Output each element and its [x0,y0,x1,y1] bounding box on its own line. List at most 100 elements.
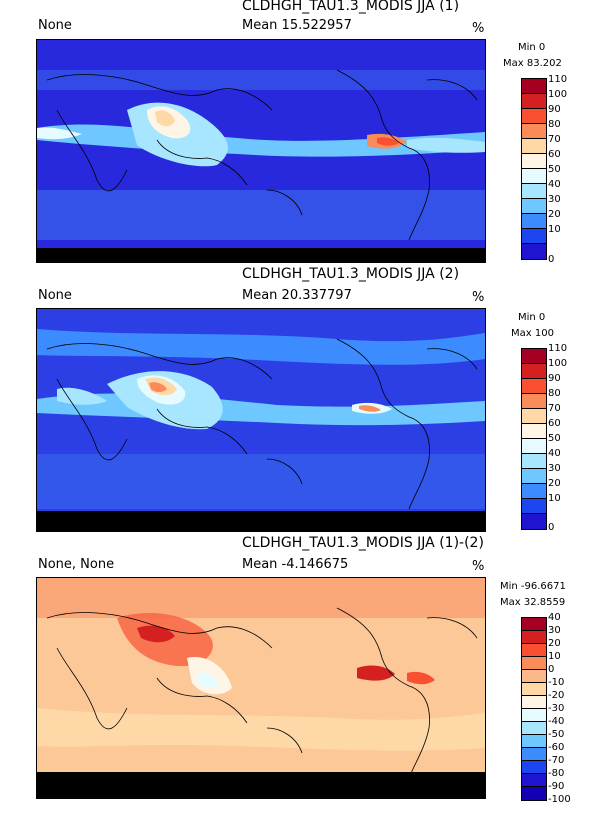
panel1-cbar-tick: 100 [548,89,568,100]
panel2-cbar-swatch [522,394,546,409]
panel2-cbar-tick: 60 [548,418,561,429]
panel3-cbar-swatch [522,631,546,644]
panel1-cbar-swatch [522,244,546,259]
panel2-left-label: None [38,288,72,303]
panel1-cbar-swatch [522,199,546,214]
panel3-cbar-tick: 30 [548,625,561,636]
panel3-cbar-tick: -100 [548,794,571,805]
panel3-title: CLDHGH_TAU1.3_MODIS JJA (1)-(2) [242,535,484,551]
panel2-cbar-tick: 10 [548,493,561,504]
panel1-cbar-swatch [522,214,546,229]
panel1-left-label: None [38,18,72,33]
panel1-cbar-tick: 10 [548,224,561,235]
panel2-max: Max 100 [511,328,554,339]
panel3-max: Max 32.8559 [500,597,566,608]
panel2-cbar-swatch [522,349,546,364]
panel1-cbar-swatch [522,79,546,94]
panel3-cbar-tick: -30 [548,703,565,714]
panel1-unit: % [472,21,485,36]
panel3-cbar-tick: -10 [548,677,565,688]
panel3-map [36,577,486,799]
panel1-cbar-tick: 20 [548,209,561,220]
panel2-cbar-swatch [522,364,546,379]
panel2-colorbar [521,348,547,530]
panel3-left-label: None, None [38,557,115,572]
panel2-cbar-tick: 40 [548,448,561,459]
panel3-cbar-swatch [522,683,546,696]
panel3-cbar-swatch [522,748,546,761]
panel2-cbar-tick: 110 [548,343,568,354]
panel2-title: CLDHGH_TAU1.3_MODIS JJA (2) [242,266,460,282]
panel2-map [36,308,486,532]
panel3-cbar-tick: 0 [548,664,555,675]
panel2-map-svg [37,309,485,531]
panel1-cbar-tick: 70 [548,134,561,145]
panel3-cbar-tick: -80 [548,768,565,779]
panel1-cbar-swatch [522,109,546,124]
panel3-cbar-swatch [522,618,546,631]
panel2-cbar-swatch [522,484,546,499]
panel2-mean: Mean 20.337797 [242,288,352,303]
panel1-cbar-swatch [522,139,546,154]
panel2-unit: % [472,290,485,305]
panel3-unit: % [472,559,485,574]
panel1-cbar-swatch [522,94,546,109]
panel1-cbar-swatch [522,169,546,184]
panel2-cbar-swatch [522,379,546,394]
panel3-cbar-tick: 10 [548,651,561,662]
panel2-cbar-swatch [522,424,546,439]
panel1-cbar-tick: 40 [548,179,561,190]
panel1-max: Max 83.202 [503,58,562,69]
panel1-cbar-tick: 110 [548,74,568,85]
panel3-cbar-tick: 20 [548,638,561,649]
panel2-cbar-swatch [522,514,546,529]
panel1-cbar-tick: 30 [548,194,561,205]
panel1-cbar-swatch [522,124,546,139]
panel3-cbar-tick: -70 [548,755,565,766]
panel3-cbar-tick: -60 [548,742,565,753]
panel3-cbar-swatch [522,735,546,748]
panel2-cbar-swatch [522,439,546,454]
panel1-title: CLDHGH_TAU1.3_MODIS JJA (1) [242,0,460,14]
panel1-cbar-swatch [522,184,546,199]
panel3-cbar-swatch [522,761,546,774]
panel1-mean: Mean 15.522957 [242,18,352,33]
panel1-cbar-swatch [522,229,546,244]
panel3-cbar-swatch [522,657,546,670]
panel3-cbar-swatch [522,696,546,709]
panel1-cbar-tick: 0 [548,254,555,265]
panel1-cbar-tick: 50 [548,164,561,175]
panel3-cbar-swatch [522,644,546,657]
panel1-cbar-swatch [522,154,546,169]
panel2-cbar-tick: 70 [548,403,561,414]
panel2-cbar-tick: 50 [548,433,561,444]
panel1-map-svg [37,40,485,262]
panel3-cbar-tick: -40 [548,716,565,727]
panel3-cbar-swatch [522,709,546,722]
panel3-cbar-swatch [522,774,546,787]
panel2-cbar-tick: 100 [548,358,568,369]
panel3-mean: Mean -4.146675 [242,557,349,572]
panel3-map-svg [37,578,485,798]
panel3-cbar-tick: 40 [548,612,561,623]
panel3-min: Min -96.6671 [500,581,566,592]
panel3-cbar-swatch [522,670,546,683]
panel2-cbar-tick: 80 [548,388,561,399]
panel1-colorbar [521,78,547,260]
panel2-cbar-swatch [522,469,546,484]
panel2-cbar-tick: 30 [548,463,561,474]
panel3-cbar-swatch [522,722,546,735]
panel2-cbar-swatch [522,499,546,514]
panel2-cbar-tick: 20 [548,478,561,489]
panel3-colorbar [521,617,547,801]
panel1-cbar-tick: 60 [548,149,561,160]
panel2-cbar-swatch [522,454,546,469]
panel1-map [36,39,486,263]
panel3-cbar-tick: -50 [548,729,565,740]
panel2-cbar-swatch [522,409,546,424]
panel2-cbar-tick: 0 [548,522,555,533]
panel1-min: Min 0 [518,42,546,53]
panel2-cbar-tick: 90 [548,373,561,384]
panel1-cbar-tick: 90 [548,104,561,115]
panel3-cbar-swatch [522,787,546,800]
